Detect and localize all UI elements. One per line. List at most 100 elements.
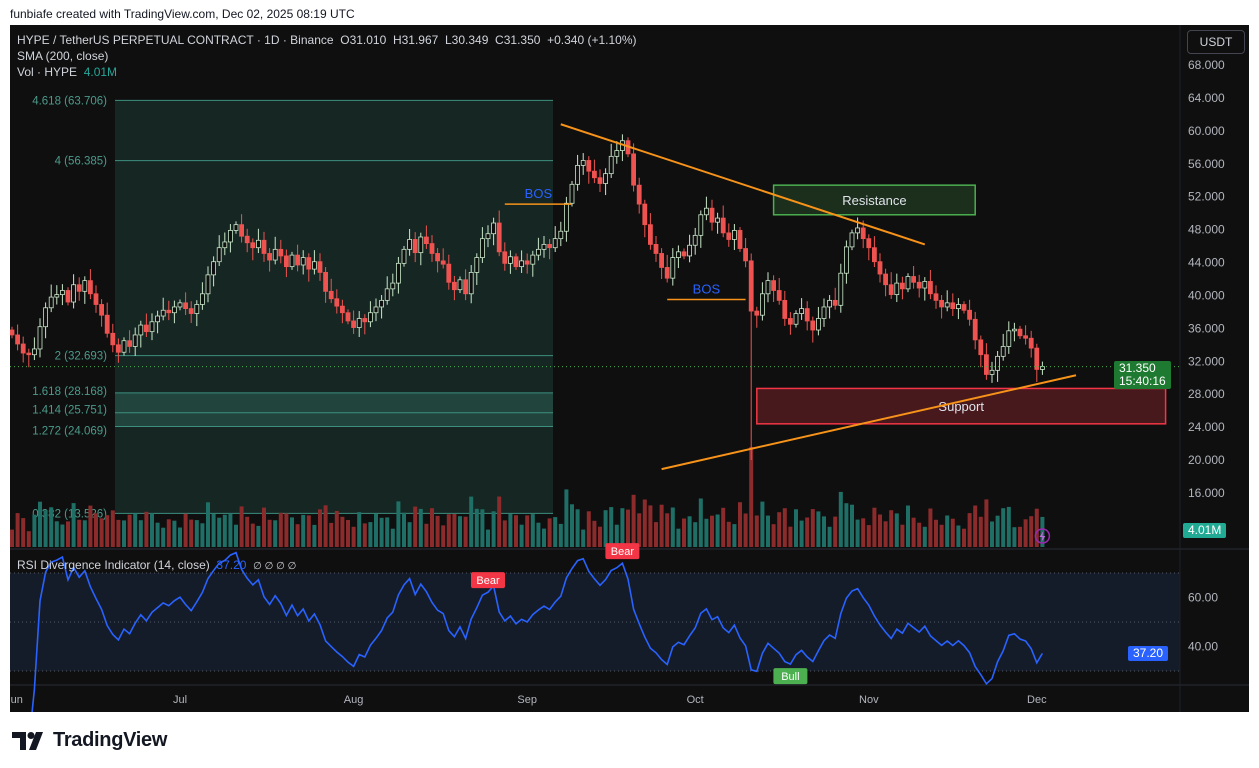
resistance-zone [772, 184, 976, 216]
candle-body [423, 236, 429, 244]
volume-bar [194, 520, 199, 547]
time-axis-label: Aug [344, 694, 364, 706]
fib-level-label: 2 (32.693) [55, 351, 108, 363]
volume-bar [424, 523, 429, 547]
candle-body [446, 263, 452, 283]
candle-body [104, 314, 110, 334]
volume-bar [362, 523, 367, 547]
volume-bar [934, 519, 938, 547]
lightning-glyph-icon [1039, 531, 1046, 542]
signal-label: Bear [611, 546, 635, 558]
volume-bar [558, 523, 563, 547]
chart-canvas[interactable]: 68.000 64.000 60.000 56.000 52.000 48.000 44.0… [10, 25, 1249, 712]
volume-bar [984, 499, 989, 547]
volume-bar [654, 522, 658, 547]
volume-bar [967, 513, 972, 547]
candle-body [894, 282, 900, 296]
volume-legend[interactable]: Vol · HYPE 4.01M [17, 65, 118, 79]
candle-body [283, 255, 289, 268]
sma-legend[interactable]: SMA (200, close) [17, 49, 109, 63]
volume-bar [346, 520, 350, 547]
volume-bar [200, 523, 205, 547]
candle-body [1017, 328, 1023, 337]
volume-bar [698, 498, 703, 547]
tradingview-logo[interactable]: TradingView [12, 729, 167, 752]
volume-bar [978, 516, 983, 547]
volume-bar [693, 522, 698, 547]
candle-body [435, 253, 441, 262]
price-axis-tick: 56.000 [1188, 157, 1225, 171]
time-axis-label: Jun [10, 694, 23, 706]
volume-bar [43, 510, 48, 547]
lightning-icon [1034, 528, 1051, 544]
candle-body [709, 207, 715, 223]
volume-bar [458, 516, 462, 547]
volume-bar [49, 507, 54, 547]
volume-bar [962, 528, 966, 547]
candle-body [463, 279, 469, 295]
volume-bar [878, 514, 882, 547]
candle-body [698, 214, 704, 236]
tradingview-logo-icon [12, 731, 43, 750]
candle-body [888, 284, 894, 296]
trendline [661, 374, 1077, 471]
volume-bar [850, 504, 854, 547]
volume-bar [508, 513, 513, 547]
candle-body [48, 296, 54, 309]
volume-bar [570, 504, 574, 547]
price-axis-tick: 28.000 [1188, 387, 1225, 401]
volume-bar [581, 529, 586, 547]
volume-bar [122, 520, 126, 547]
candle-body [1012, 328, 1017, 332]
candle-body [950, 302, 956, 310]
rsi-legend[interactable]: RSI Divergence Indicator (14, close) 37.… [17, 558, 297, 572]
support-zone [756, 387, 1167, 425]
fib-golden-zone [115, 392, 553, 427]
candles [10, 134, 1045, 461]
chart-frame[interactable]: 68.000 64.000 60.000 56.000 52.000 48.000 44.0… [10, 25, 1249, 712]
volume-bar [413, 506, 418, 547]
candle-body [760, 293, 765, 316]
candle-body [82, 280, 88, 292]
volume-bar [906, 505, 910, 547]
candle-body [832, 299, 838, 306]
price-axis-tick: 48.000 [1188, 223, 1225, 237]
candle-body [933, 293, 939, 301]
volume-bar [239, 506, 244, 547]
volume-bar [206, 502, 210, 547]
volume-bar [486, 529, 490, 547]
volume-bar [116, 519, 121, 547]
bos-label: BOS [693, 282, 721, 297]
volume-bar [956, 525, 961, 547]
candle-body [793, 313, 799, 325]
volume-bar [66, 521, 70, 547]
candle-body [222, 241, 228, 249]
volume-bar [900, 524, 905, 547]
volume-bar [614, 524, 619, 547]
volume-bar [480, 509, 485, 547]
volume-bar [211, 513, 216, 547]
volume-bar [805, 517, 810, 547]
candle-body [244, 235, 250, 244]
candle-body [636, 184, 642, 205]
candle-body [143, 324, 149, 333]
rsi-axis-tick: 60.00 [1188, 591, 1218, 605]
candle-body [552, 238, 558, 249]
candle-body [339, 305, 345, 314]
candle-body [849, 232, 855, 248]
volume-bar [368, 522, 373, 547]
candle-body [379, 299, 385, 308]
price-axis-tick: 64.000 [1188, 91, 1225, 105]
time-axis-label: Dec [1027, 694, 1047, 706]
volume-bar [620, 508, 625, 547]
volume-bar [514, 515, 518, 547]
candle-body [1034, 347, 1040, 370]
currency-button[interactable]: USDT [1187, 30, 1245, 54]
symbol-name[interactable]: HYPE / TetherUS PERPETUAL CONTRACT · 1D … [17, 33, 334, 47]
candle-body [592, 170, 597, 179]
candle-body [166, 309, 172, 314]
candle-body [961, 304, 967, 311]
candle-body [513, 256, 519, 268]
candle-body [177, 302, 183, 308]
volume-bar [318, 509, 322, 547]
